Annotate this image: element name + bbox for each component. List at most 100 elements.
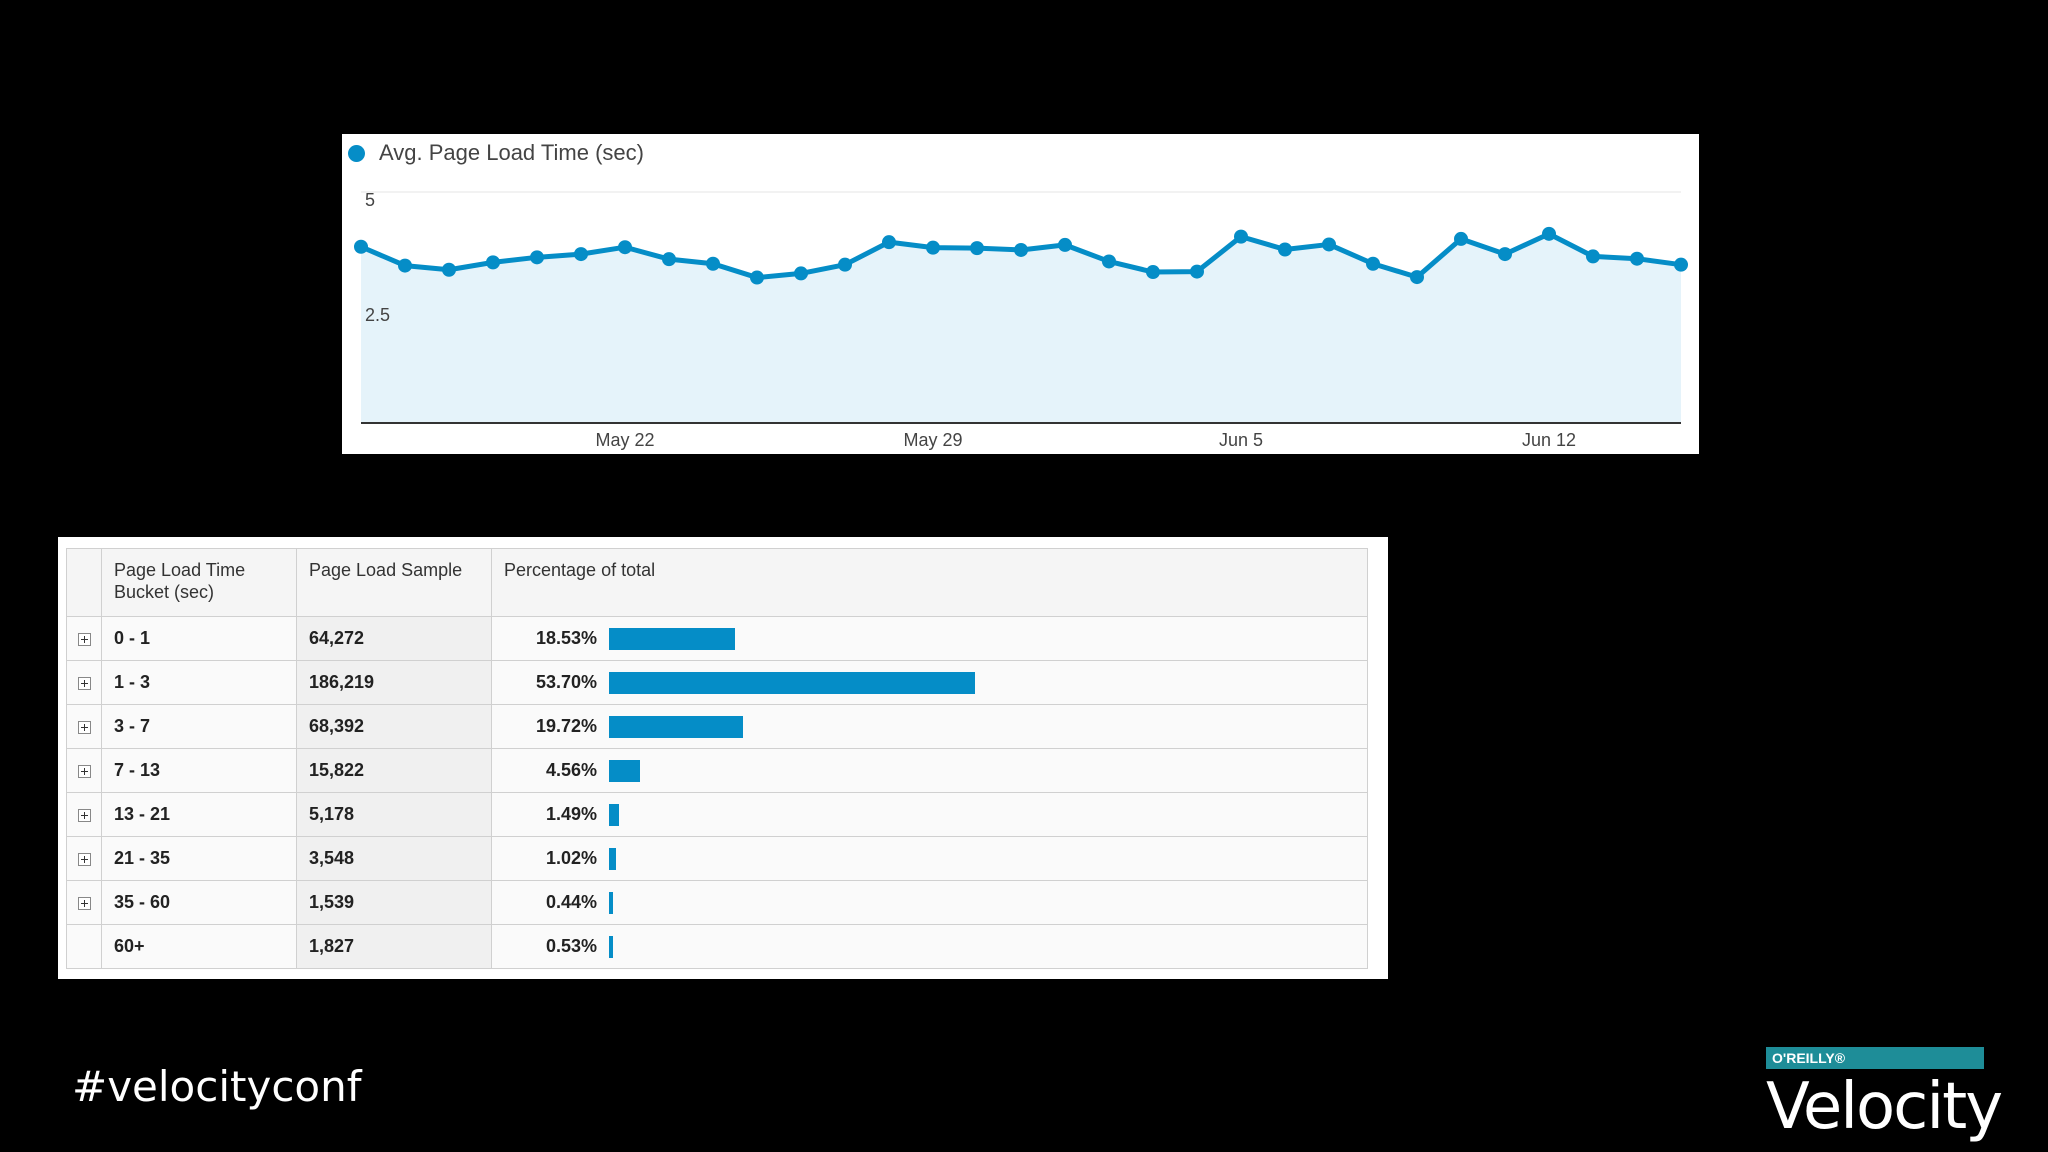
percentage-bar xyxy=(609,891,613,914)
expand-plus-icon[interactable] xyxy=(77,808,91,822)
data-point xyxy=(1674,257,1688,272)
series-area xyxy=(361,233,1681,422)
row-expand-cell[interactable] xyxy=(66,880,102,925)
percentage-bar xyxy=(609,803,620,826)
sample-cell: 15,822 xyxy=(296,748,492,793)
percentage-value: 1.02% xyxy=(545,848,597,868)
x-tick-label: May 22 xyxy=(595,430,654,450)
row-expand-cell[interactable] xyxy=(66,704,102,749)
expand-column-header xyxy=(66,548,102,617)
table-row: 7 - 13 15,822 4.56% xyxy=(66,748,1368,793)
percentage-cell: 53.70% xyxy=(491,660,1368,705)
data-point xyxy=(486,255,500,270)
sample-cell: 64,272 xyxy=(296,616,492,661)
bucket-cell: 7 - 13 xyxy=(101,748,297,793)
data-point xyxy=(1586,249,1600,264)
table-row: 1 - 3 186,219 53.70% xyxy=(66,660,1368,705)
data-point xyxy=(574,247,588,262)
sample-cell: 1,827 xyxy=(296,924,492,969)
data-point xyxy=(398,258,412,273)
data-point xyxy=(794,266,808,281)
table-row: 13 - 21 5,178 1.49% xyxy=(66,792,1368,837)
table-header-row: Page Load Time Bucket (sec) Page Load Sa… xyxy=(66,548,1368,617)
expand-plus-icon[interactable] xyxy=(77,764,91,778)
row-expand-cell[interactable] xyxy=(66,792,102,837)
expand-plus-icon[interactable] xyxy=(77,676,91,690)
percentage-value: 53.70% xyxy=(535,672,597,692)
data-point xyxy=(838,257,852,272)
data-point xyxy=(1234,229,1248,244)
percentage-bar xyxy=(609,715,744,738)
row-expand-cell[interactable] xyxy=(66,836,102,881)
sample-column-header[interactable]: Page Load Sample xyxy=(296,548,492,617)
sample-cell: 3,548 xyxy=(296,836,492,881)
expand-plus-icon[interactable] xyxy=(77,720,91,734)
brand-name: Velocity xyxy=(1766,1070,2003,1144)
sample-cell: 186,219 xyxy=(296,660,492,705)
publisher-bar: O'REILLY® xyxy=(1766,1047,1984,1069)
percentage-bar xyxy=(609,847,616,870)
percentage-bar xyxy=(609,627,736,650)
bucket-cell: 3 - 7 xyxy=(101,704,297,749)
percentage-column-header[interactable]: Percentage of total xyxy=(491,548,1368,617)
data-point xyxy=(926,240,940,255)
legend-label: Avg. Page Load Time (sec) xyxy=(379,140,644,165)
data-point xyxy=(662,252,676,267)
percentage-bar xyxy=(609,759,641,782)
table-row: 21 - 35 3,548 1.02% xyxy=(66,836,1368,881)
percentage-bar xyxy=(609,935,613,958)
data-point xyxy=(530,250,544,265)
page-load-time-chart: 5 2.5 May 22 May 29 Jun 5 Jun 12 Avg. Page Lo… xyxy=(342,134,1699,454)
bucket-cell: 13 - 21 xyxy=(101,792,297,837)
percentage-bar xyxy=(609,671,975,694)
percentage-cell: 18.53% xyxy=(491,616,1368,661)
row-expand-cell[interactable] xyxy=(66,748,102,793)
percentage-value: 0.53% xyxy=(545,936,597,956)
percentage-cell: 1.02% xyxy=(491,836,1368,881)
y-tick-label: 2.5 xyxy=(365,305,390,325)
data-point xyxy=(1322,237,1336,252)
data-point xyxy=(970,241,984,256)
expand-plus-icon[interactable] xyxy=(77,852,91,866)
table-row: 35 - 60 1,539 0.44% xyxy=(66,880,1368,925)
expand-plus-icon[interactable] xyxy=(77,896,91,910)
bucket-cell: 35 - 60 xyxy=(101,880,297,925)
sample-cell: 5,178 xyxy=(296,792,492,837)
data-point xyxy=(1278,242,1292,257)
legend-dot-icon xyxy=(348,144,365,162)
data-point xyxy=(1014,242,1028,257)
expand-plus-icon[interactable] xyxy=(77,632,91,646)
percentage-cell: 0.44% xyxy=(491,880,1368,925)
row-expand-cell[interactable] xyxy=(66,660,102,705)
data-point xyxy=(1366,256,1380,271)
data-point xyxy=(1542,226,1556,241)
bucket-cell: 21 - 35 xyxy=(101,836,297,881)
row-expand-cell xyxy=(66,924,102,969)
data-point xyxy=(1146,265,1160,280)
data-point xyxy=(1630,251,1644,266)
line-chart-svg: 5 2.5 May 22 May 29 Jun 5 Jun 12 xyxy=(354,190,1688,450)
percentage-value: 19.72% xyxy=(535,716,597,736)
data-point xyxy=(354,239,368,254)
table-row: 60+ 1,827 0.53% xyxy=(66,924,1368,969)
data-point xyxy=(706,256,720,271)
table-body: 0 - 1 64,272 18.53% 1 - 3 186,219 53.70% 3 - 7… xyxy=(66,616,1368,969)
page-load-distribution-table: Page Load Time Bucket (sec) Page Load Sa… xyxy=(66,548,1368,969)
percentage-value: 1.49% xyxy=(545,804,597,824)
bucket-cell: 60+ xyxy=(101,924,297,969)
percentage-value: 18.53% xyxy=(535,628,597,648)
bucket-column-header[interactable]: Page Load Time Bucket (sec) xyxy=(101,548,297,617)
percentage-cell: 4.56% xyxy=(491,748,1368,793)
chart-legend[interactable]: Avg. Page Load Time (sec) xyxy=(348,140,644,166)
percentage-value: 4.56% xyxy=(545,760,597,780)
data-point xyxy=(618,240,632,255)
percentage-value: 0.44% xyxy=(545,892,597,912)
sample-cell: 1,539 xyxy=(296,880,492,925)
page-load-distribution-panel: Page Load Time Bucket (sec) Page Load Sa… xyxy=(58,537,1388,979)
sample-cell: 68,392 xyxy=(296,704,492,749)
percentage-cell: 19.72% xyxy=(491,704,1368,749)
table-row: 3 - 7 68,392 19.72% xyxy=(66,704,1368,749)
bucket-cell: 1 - 3 xyxy=(101,660,297,705)
row-expand-cell[interactable] xyxy=(66,616,102,661)
bucket-cell: 0 - 1 xyxy=(101,616,297,661)
